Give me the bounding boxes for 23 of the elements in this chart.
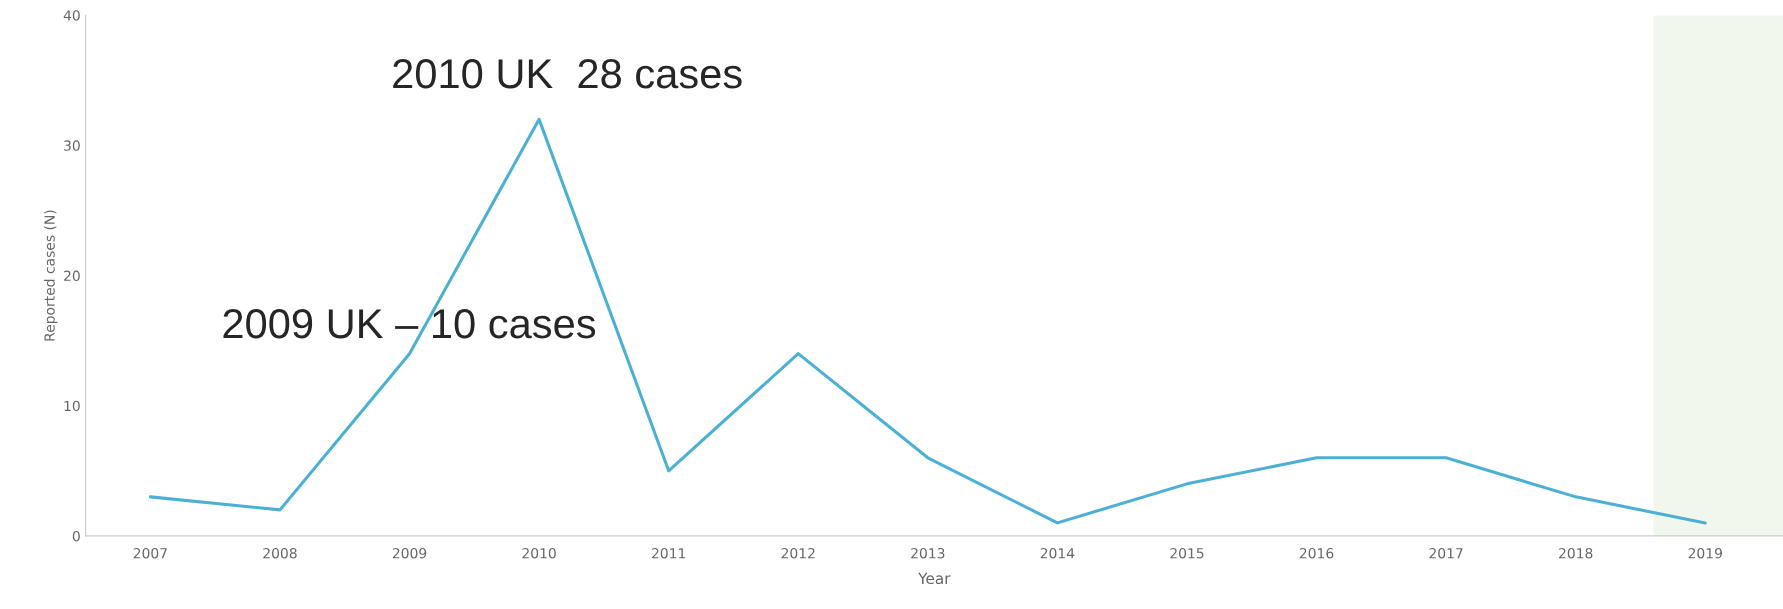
y-tick-label: 10: [64, 400, 80, 412]
x-tick-label: 2009: [392, 547, 427, 559]
x-tick-label: 2012: [781, 547, 815, 559]
y-tick-label: 0: [72, 530, 80, 542]
x-tick-label: 2018: [1559, 547, 1593, 559]
annotation: 2009 UK – 10 cases: [223, 308, 596, 339]
x-tick-label: 2014: [1040, 547, 1075, 559]
y-tick-label: 20: [64, 270, 80, 282]
y-tick-label: 30: [64, 140, 80, 151]
x-tick-label: 2007: [133, 547, 167, 559]
annotation: 2010 UK 28 cases: [393, 59, 742, 89]
x-tick-label: 2017: [1429, 547, 1463, 559]
y-tick-label: 40: [63, 10, 80, 21]
x-tick-label: 2015: [1170, 547, 1204, 559]
x-tick-label: 2013: [911, 547, 945, 559]
line-series: [148, 117, 1707, 525]
y-axis-title: Reported cases (N): [44, 210, 58, 341]
x-tick-label: 2016: [1299, 547, 1334, 559]
x-tick-label: 2010: [522, 547, 556, 559]
x-axis-title: Year: [918, 572, 951, 585]
x-tick-label: 2011: [652, 547, 686, 559]
x-tick-label: 2008: [263, 547, 297, 559]
x-tick-label: 2019: [1688, 547, 1722, 559]
